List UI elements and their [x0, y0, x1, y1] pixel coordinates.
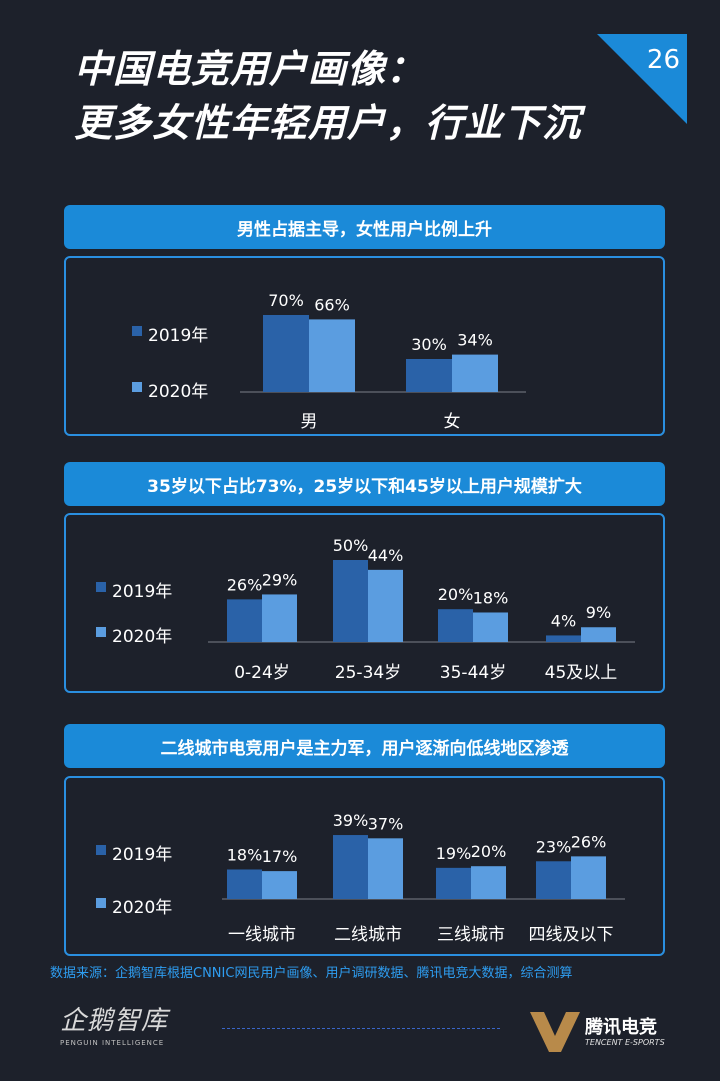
- bar-0-1: [262, 871, 297, 899]
- category-label-1: 25-34岁: [335, 663, 401, 683]
- category-label-0: 0-24岁: [234, 663, 290, 683]
- bar-1-0: [406, 359, 452, 392]
- data-label-3-0: 4%: [551, 611, 576, 630]
- legend-label-0: 2019年: [112, 845, 172, 865]
- bar-2-1: [471, 866, 506, 899]
- data-label-0-1: 66%: [314, 295, 350, 314]
- chart-panel-gender: 2019年 2020年 70% 66% 男 30% 34% 女: [64, 256, 665, 436]
- bar-3-0: [536, 861, 571, 899]
- legend-swatch-1: [96, 898, 106, 908]
- data-label-0-0: 70%: [268, 291, 304, 310]
- city-chart: 2019年 2020年 18% 17% 一线城市 39% 37% 二线城市 19% 20% 三线城市…: [96, 811, 625, 945]
- bar-3-0: [546, 635, 581, 642]
- chart-panel-age: 2019年 2020年 26% 29% 0-24岁 50% 44% 25-34岁 20% 18% 3…: [64, 513, 665, 693]
- section-banner-city: 二线城市电竞用户是主力军，用户逐渐向低线地区渗透: [64, 724, 665, 768]
- data-label-0-0: 26%: [227, 575, 263, 594]
- bar-3-1: [581, 627, 616, 642]
- section-banner-gender: 男性占据主导，女性用户比例上升: [64, 205, 665, 249]
- bar-0-1: [309, 319, 355, 392]
- tencent-esports-logo: 腾讯电竞 TENCENT E-SPORTS: [530, 1010, 665, 1058]
- legend-label-1: 2020年: [148, 382, 208, 402]
- bar-0-0: [263, 315, 309, 392]
- logo-left-sub: PENGUIN INTELLIGENCE: [60, 1039, 165, 1047]
- bar-1-1: [452, 354, 498, 392]
- category-label-2: 三线城市: [437, 925, 505, 945]
- data-label-3-0: 23%: [536, 837, 572, 856]
- data-label-1-1: 44%: [368, 546, 404, 565]
- page-number: 26: [646, 45, 680, 75]
- logo-left-name: 企鹅智库: [60, 1006, 169, 1036]
- data-label-3-1: 9%: [586, 603, 611, 622]
- data-label-1-1: 34%: [457, 331, 493, 350]
- data-label-0-1: 29%: [262, 570, 298, 589]
- data-label-1-1: 37%: [368, 814, 404, 833]
- logo-right-sub: TENCENT E-SPORTS: [585, 1038, 665, 1047]
- data-label-0-0: 18%: [227, 845, 263, 864]
- legend-label-1: 2020年: [112, 627, 172, 647]
- chart-panel-city: 2019年 2020年 18% 17% 一线城市 39% 37% 二线城市 19% 20% 三线城市…: [64, 776, 665, 956]
- bar-2-1: [473, 612, 508, 642]
- category-label-1: 女: [444, 412, 461, 432]
- legend-label-0: 2019年: [148, 326, 208, 346]
- logo-right-name: 腾讯电竞: [585, 1017, 657, 1038]
- v-mark-icon: [530, 1012, 580, 1052]
- category-label-0: 男: [301, 412, 318, 432]
- bar-2-0: [438, 609, 473, 642]
- penguin-intelligence-logo: 企鹅智库 PENGUIN INTELLIGENCE: [60, 1000, 168, 1047]
- legend-swatch-0: [96, 582, 106, 592]
- legend-swatch-1: [96, 627, 106, 637]
- bar-1-0: [333, 835, 368, 899]
- legend-label-1: 2020年: [112, 898, 172, 918]
- category-label-1: 二线城市: [334, 925, 402, 945]
- bar-0-0: [227, 869, 262, 899]
- legend-label-0: 2019年: [112, 582, 172, 602]
- section-banner-age: 35岁以下占比73%，25岁以下和45岁以上用户规模扩大: [64, 462, 665, 506]
- data-source-note: 数据来源：企鹅智库根据CNNIC网民用户画像、用户调研数据、腾讯电竞大数据，综合…: [50, 966, 573, 981]
- legend-swatch-0: [132, 326, 142, 336]
- data-label-3-1: 26%: [571, 832, 607, 851]
- age-chart: 2019年 2020年 26% 29% 0-24岁 50%44% 25-34岁 20% 18% 3…: [96, 536, 635, 683]
- legend-swatch-0: [96, 845, 106, 855]
- page-title-line1: 中国电竞用户画像：: [74, 47, 426, 91]
- page-title-line2: 更多女性年轻用户，行业下沉: [74, 101, 582, 145]
- bar-3-1: [571, 856, 606, 899]
- category-label-3: 四线及以下: [529, 925, 614, 945]
- page-corner-marker: [597, 34, 687, 124]
- data-label-2-1: 18%: [473, 588, 509, 607]
- bar-2-0: [436, 867, 471, 899]
- footer-divider: [222, 1028, 500, 1029]
- bar-0-0: [227, 599, 262, 642]
- bar-0-1: [262, 594, 297, 642]
- bar-1-1: [368, 838, 403, 899]
- data-label-1-0: 39%: [333, 811, 369, 830]
- data-label-2-0: 19%: [436, 844, 472, 863]
- data-label-0-1: 17%: [262, 847, 298, 866]
- category-label-0: 一线城市: [228, 925, 296, 945]
- gender-chart: 2019年 2020年 70% 66% 男 30% 34% 女: [132, 291, 526, 432]
- data-label-2-1: 20%: [471, 842, 507, 861]
- category-label-3: 45及以上: [545, 663, 618, 683]
- data-label-2-0: 20%: [438, 585, 474, 604]
- legend-swatch-1: [132, 382, 142, 392]
- bar-1-1: [368, 569, 403, 642]
- data-label-1-0: 50%: [333, 536, 369, 555]
- bar-1-0: [333, 560, 368, 642]
- data-label-1-0: 30%: [411, 335, 447, 354]
- category-label-2: 35-44岁: [440, 663, 506, 683]
